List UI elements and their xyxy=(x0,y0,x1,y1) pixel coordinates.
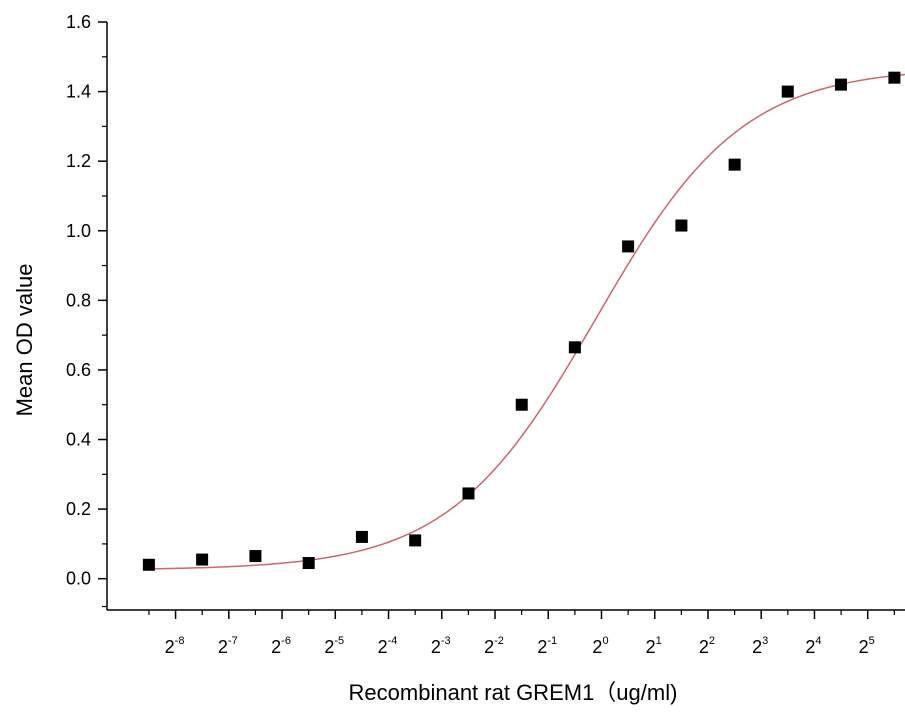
x-tick-label: 21 xyxy=(646,635,662,657)
y-tick-label: 0.2 xyxy=(66,499,91,519)
y-axis-ticks: 0.0 0.2 0.4 0.6 0.8 1.0 1.2 1.4 1.6 xyxy=(66,12,107,608)
data-point xyxy=(568,341,581,354)
x-tick-label: 25 xyxy=(859,635,875,657)
y-tick-label: 1.0 xyxy=(66,221,91,241)
x-tick-label: 2-1 xyxy=(537,635,557,657)
axes xyxy=(106,22,905,611)
data-point xyxy=(355,530,368,543)
x-tick-label: 2-2 xyxy=(484,635,504,657)
data-points-layer xyxy=(142,71,901,571)
x-tick-label: 2-5 xyxy=(324,635,344,657)
y-tick-label: 0.6 xyxy=(66,360,91,380)
data-point xyxy=(834,78,847,91)
data-point xyxy=(675,219,688,232)
data-point xyxy=(196,553,209,566)
y-tick-label: 1.6 xyxy=(66,12,91,32)
data-point xyxy=(462,487,475,500)
x-tick-label: 24 xyxy=(805,635,821,657)
y-tick-label: 0.0 xyxy=(66,569,91,589)
data-point xyxy=(781,85,794,98)
x-tick-label: 2-8 xyxy=(165,635,185,657)
x-axis-ticks: 2-8 2-7 2-6 2-5 2-4 2-3 2-2 2-1 20 21 22 23 24 25 xyxy=(148,610,895,657)
data-point xyxy=(888,71,901,84)
y-tick-label: 1.4 xyxy=(66,82,91,102)
x-tick-label: 22 xyxy=(699,635,715,657)
data-point xyxy=(728,158,741,171)
data-point xyxy=(622,240,635,253)
x-tick-label: 2-4 xyxy=(378,635,398,657)
fit-curve-layer xyxy=(148,73,905,570)
x-tick-label: 2-7 xyxy=(218,635,238,657)
x-tick-label: 2-6 xyxy=(271,635,291,657)
y-tick-label: 0.8 xyxy=(66,290,91,310)
x-axis-title: Recombinant rat GREM1（ug/ml) xyxy=(349,680,678,705)
data-point xyxy=(142,558,155,571)
x-tick-label: 2-3 xyxy=(431,635,451,657)
data-point xyxy=(249,550,262,563)
data-point xyxy=(302,557,315,570)
data-point xyxy=(515,398,528,411)
y-tick-label: 0.4 xyxy=(66,430,91,450)
data-point xyxy=(409,534,422,547)
x-tick-label: 23 xyxy=(752,635,768,657)
y-axis-title: Mean OD value xyxy=(12,264,37,417)
fit-curve xyxy=(148,73,905,570)
y-tick-label: 1.2 xyxy=(66,151,91,171)
x-tick-label: 20 xyxy=(592,635,608,657)
